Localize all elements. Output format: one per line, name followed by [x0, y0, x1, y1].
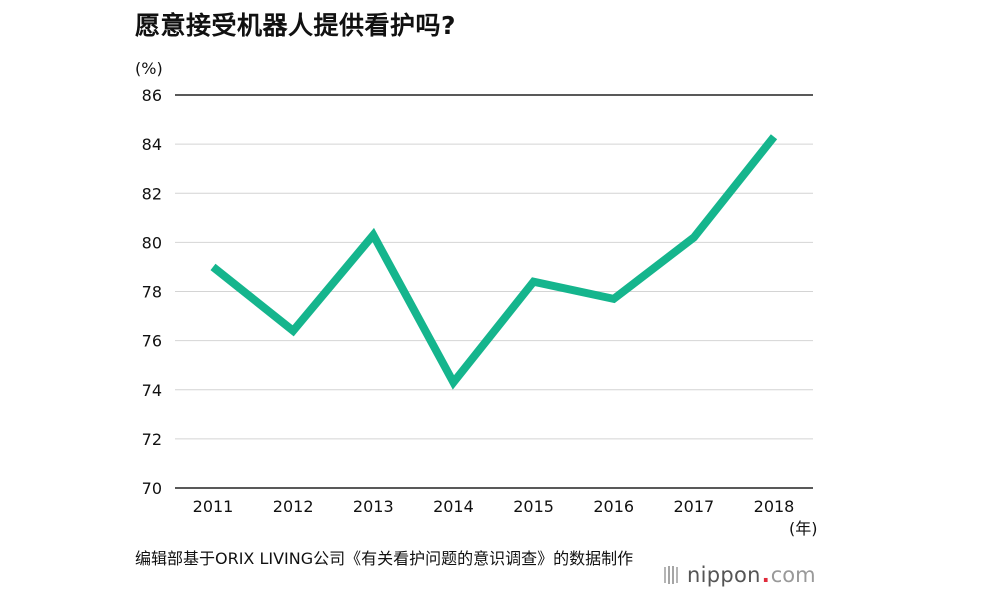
y-tick-label: 86: [142, 86, 162, 105]
x-tick-label: 2014: [433, 497, 474, 516]
x-tick-label: 2013: [353, 497, 394, 516]
x-axis-ticks: 2011 2012 2013 2014 2015 2016 2017 2018: [193, 497, 795, 516]
y-tick-label: 82: [142, 184, 162, 203]
source-note: 编辑部基于ORIX LIVING公司《有关看护问题的意识调查》的数据制作: [135, 549, 634, 568]
x-tick-label: 2017: [673, 497, 714, 516]
y-axis-ticks: 70 72 74 76 78 80 82 84 86: [142, 86, 162, 498]
x-axis-label: (年): [789, 519, 818, 538]
nippon-logo: nippon. com: [663, 562, 816, 588]
y-tick-label: 76: [142, 332, 162, 351]
y-tick-label: 74: [142, 381, 162, 400]
y-tick-label: 80: [142, 233, 162, 252]
chart-title: 愿意接受机器人提供看护吗?: [135, 11, 457, 40]
nippon-mark-icon: [664, 566, 678, 584]
y-tick-label: 70: [142, 479, 162, 498]
x-tick-label: 2012: [273, 497, 314, 516]
x-tick-label: 2016: [593, 497, 634, 516]
y-tick-label: 78: [142, 283, 162, 302]
logo-dot: .: [761, 563, 770, 587]
x-tick-label: 2018: [754, 497, 795, 516]
x-tick-label: 2011: [193, 497, 234, 516]
logo-name: nippon: [687, 563, 761, 587]
gridlines: [175, 94, 813, 489]
logo-tld: com: [770, 563, 816, 587]
series-layer: [210, 134, 778, 390]
y-tick-label: 84: [142, 135, 162, 154]
x-tick-label: 2015: [513, 497, 554, 516]
series-line: [210, 134, 778, 390]
y-axis-label: (%): [135, 59, 163, 78]
y-tick-label: 72: [142, 430, 162, 449]
